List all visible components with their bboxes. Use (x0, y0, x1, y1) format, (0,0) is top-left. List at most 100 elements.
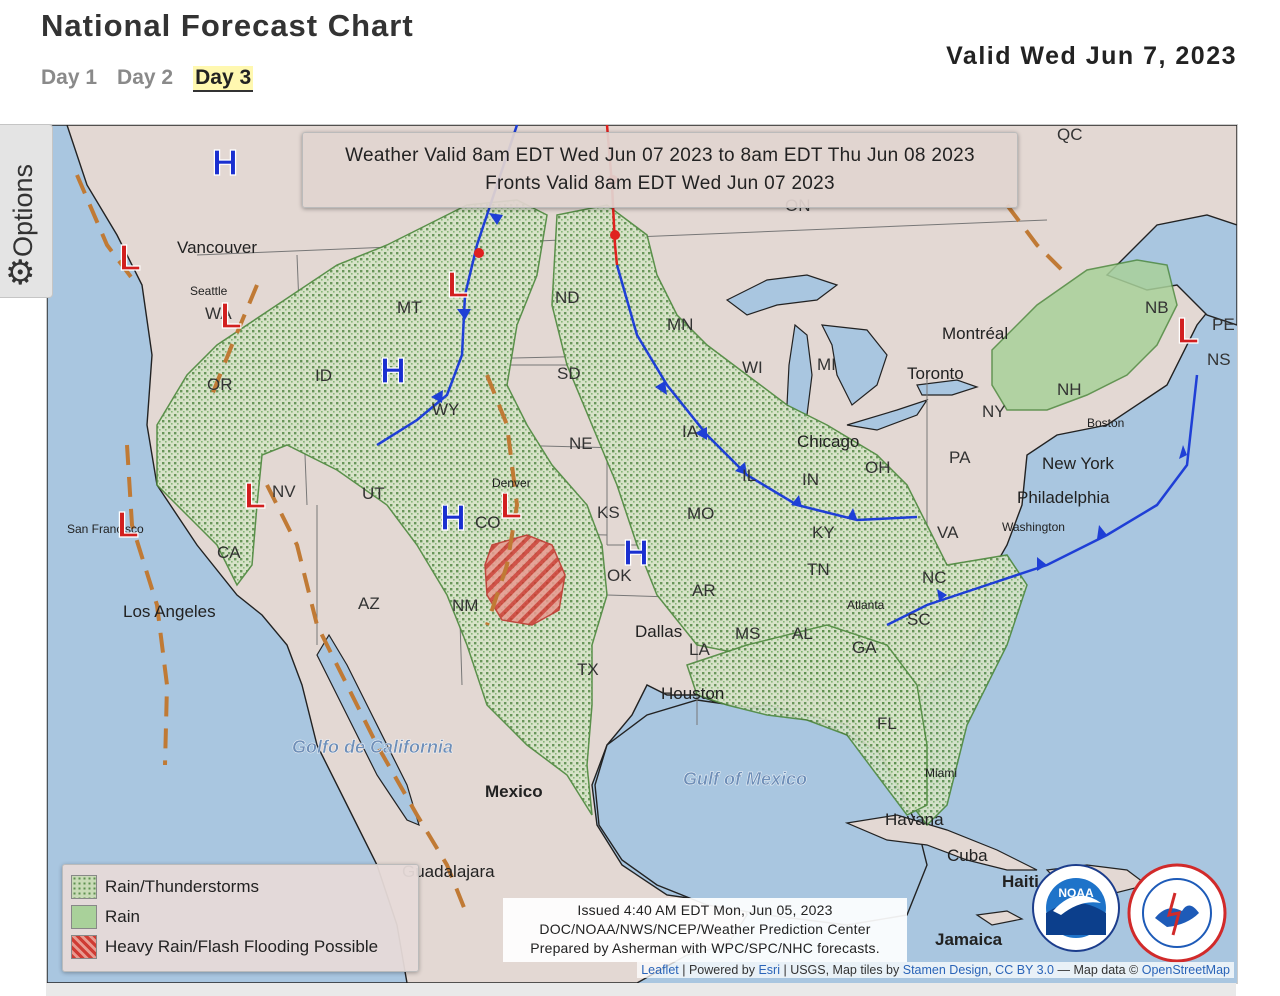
noaa-logo-text: NOAA (1058, 886, 1094, 900)
state-label: OR (207, 375, 233, 394)
pressure-centers: H H H H L L L L L L L (116, 141, 1199, 573)
validity-info-box: Weather Valid 8am EDT Wed Jun 07 2023 to… (302, 132, 1018, 208)
state-label: PE (1212, 315, 1235, 334)
state-labels: MT ND MN WI MI SD ID WY OR NV UT CO NE K… (205, 125, 1235, 733)
low-pressure-center: L (1177, 310, 1199, 351)
state-label: NB (1145, 298, 1169, 317)
low-pressure-center: L (447, 264, 469, 305)
low-pressure-center: L (500, 485, 522, 526)
water-labels: Gulf of Mexico Golfo de California (292, 737, 807, 789)
state-label: IL (742, 466, 756, 485)
state-label: VA (937, 523, 959, 542)
state-label: KY (812, 523, 835, 542)
legend-label: Rain/Thunderstorms (105, 877, 260, 896)
options-label: Options (8, 163, 38, 257)
state-label: AR (692, 581, 716, 600)
nws-logo-icon[interactable] (1127, 863, 1227, 963)
state-label: SD (557, 364, 581, 383)
lake-ontario (916, 379, 979, 396)
legend-swatch-hatch-icon (71, 935, 97, 959)
state-label: NS (1207, 350, 1231, 369)
city-label: Jamaica (935, 930, 1003, 949)
cc-link[interactable]: CC BY 3.0 (995, 963, 1054, 977)
city-label: San Francisco (67, 522, 144, 536)
state-label: TN (807, 560, 830, 579)
legend-item-rain: Rain (71, 905, 140, 929)
city-label: Houston (661, 684, 724, 703)
state-label: NH (1057, 380, 1082, 399)
legend-item-heavy-rain: Heavy Rain/Flash Flooding Possible (71, 935, 378, 959)
high-pressure-center: H (212, 142, 238, 183)
state-label: MT (397, 298, 422, 317)
state-label: MI (817, 355, 836, 374)
city-label: Los Angeles (123, 602, 216, 621)
fronts-valid-text: Fronts Valid 8am EDT Wed Jun 07 2023 (485, 173, 835, 194)
city-label: Boston (1087, 416, 1124, 430)
state-label: MS (735, 624, 761, 643)
state-label: WA (205, 304, 232, 323)
state-label: UT (362, 484, 385, 503)
lake-erie (846, 398, 929, 431)
cuba (844, 814, 1038, 871)
state-label: TX (577, 660, 599, 679)
valid-date: Valid Wed Jun 7, 2023 (946, 42, 1237, 70)
map-canvas: MT ND MN WI MI SD ID WY OR NV UT CO NE K… (47, 125, 1237, 983)
low-pressure-center: L (119, 237, 141, 278)
city-label: Guadalajara (402, 862, 495, 881)
tab-day-1[interactable]: Day 1 (41, 66, 98, 89)
tab-day-2[interactable]: Day 2 (117, 66, 174, 89)
horizontal-scrollbar[interactable] (46, 983, 1236, 996)
high-pressure-center: H (380, 350, 406, 391)
high-pressure-center: H (440, 497, 466, 538)
jamaica (975, 910, 1024, 926)
state-label: NY (982, 402, 1006, 421)
cold-front-pips (431, 213, 1187, 601)
state-label: NV (272, 482, 296, 501)
city-label: Atlanta (847, 598, 885, 612)
water-label: Golfo de California (292, 737, 453, 757)
state-label: WI (742, 358, 763, 377)
city-label: Miami (925, 766, 957, 780)
legend-item-rain-thunderstorms: Rain/Thunderstorms (71, 875, 259, 899)
city-label: Philadelphia (1017, 488, 1110, 507)
gear-icon[interactable]: ⚙ (5, 254, 36, 292)
page-title: National Forecast Chart (41, 8, 414, 43)
lake-superior (725, 274, 839, 316)
tab-day-3[interactable]: Day 3 (193, 66, 254, 92)
legend-label: Heavy Rain/Flash Flooding Possible (105, 937, 379, 956)
state-label: FL (877, 714, 897, 733)
state-label: IA (682, 422, 699, 441)
map-attribution: Leaflet | Powered by Esri | USGS, Map ti… (637, 962, 1234, 978)
esri-link[interactable]: Esri (758, 963, 780, 977)
state-label: SC (907, 610, 931, 629)
state-label: MO (687, 504, 714, 523)
forecast-map[interactable]: MT ND MN WI MI SD ID WY OR NV UT CO NE K… (46, 124, 1238, 984)
low-pressure-center: L (244, 475, 266, 516)
state-label: AZ (358, 594, 380, 613)
state-label: OK (607, 566, 632, 585)
city-labels: Vancouver Seattle San Francisco Los Ange… (67, 238, 1124, 949)
city-label: Washington (1002, 520, 1065, 534)
troughs (75, 174, 1069, 916)
precip-rain (991, 259, 1178, 411)
noaa-logo-icon[interactable]: NOAA (1031, 863, 1121, 953)
leaflet-link[interactable]: Leaflet (641, 963, 679, 977)
state-label: PA (949, 448, 971, 467)
stamen-link[interactable]: Stamen Design (902, 963, 989, 977)
osm-link[interactable]: OpenStreetMap (1141, 963, 1230, 977)
preparer-text: Prepared by Asherman with WPC/SPC/NHC fo… (530, 940, 880, 956)
lake-huron (820, 324, 888, 406)
state-label: WY (432, 400, 459, 419)
issued-time-text: Issued 4:40 AM EDT Mon, Jun 05, 2023 (577, 902, 833, 918)
city-label: Havana (885, 810, 944, 829)
state-label: NM (452, 596, 478, 615)
issuer-text: DOC/NOAA/NWS/NCEP/Weather Prediction Cen… (539, 921, 871, 937)
city-label: Cuba (947, 846, 988, 865)
state-label: QC (1057, 125, 1083, 144)
city-label: Vancouver (177, 238, 257, 257)
options-tab[interactable]: Options ⚙ (0, 124, 53, 298)
city-label: Denver (492, 476, 531, 490)
state-label: KS (597, 503, 620, 522)
issued-info-box: Issued 4:40 AM EDT Mon, Jun 05, 2023 DOC… (503, 898, 907, 962)
day-tabs: Day 1 Day 2 Day 3 (41, 66, 254, 92)
